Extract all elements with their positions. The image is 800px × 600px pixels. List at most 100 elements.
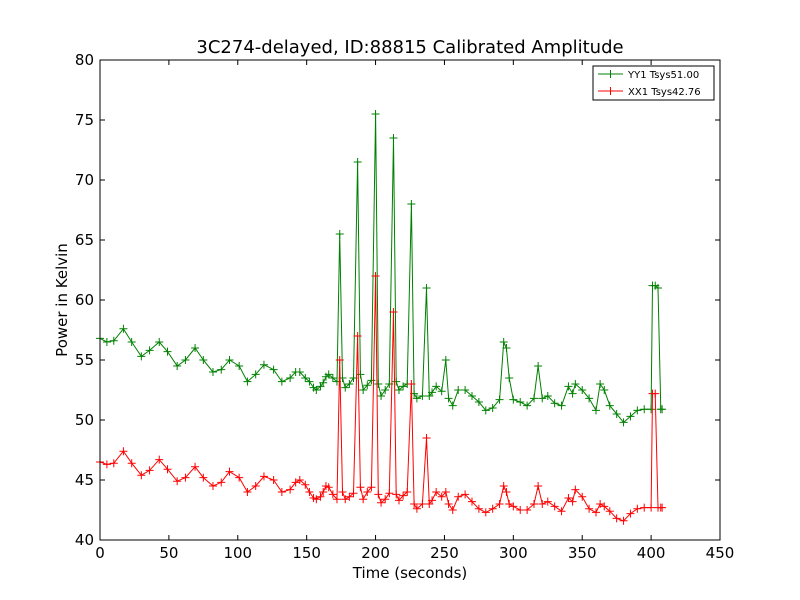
x-axis-label: Time (seconds) [352, 564, 468, 582]
data-point-yy1 [328, 374, 337, 382]
data-point-xx1 [389, 308, 398, 316]
data-point-xx1 [444, 500, 453, 508]
data-point-yy1 [269, 365, 278, 374]
data-point-yy1 [437, 387, 446, 396]
data-point-xx1 [155, 455, 164, 464]
data-point-xx1 [363, 488, 372, 496]
data-point-xx1 [571, 485, 580, 494]
x-tick-label: 350 [568, 544, 597, 562]
data-point-xx1 [394, 496, 403, 505]
data-point-yy1 [530, 394, 538, 403]
data-point-yy1 [543, 392, 552, 400]
data-point-yy1 [394, 386, 403, 394]
chart-title: 3C274-delayed, ID:88815 Calibrated Ampli… [196, 37, 623, 58]
data-point-xx1 [191, 462, 200, 471]
data-point-xx1 [349, 489, 358, 498]
data-point-xx1 [596, 500, 605, 508]
data-point-xx1 [481, 508, 490, 517]
data-point-yy1 [208, 368, 217, 376]
data-point-yy1 [155, 338, 164, 346]
data-point-yy1 [578, 386, 587, 394]
data-point-yy1 [474, 398, 483, 406]
data-point-xx1 [534, 482, 543, 490]
data-point-yy1 [454, 386, 463, 394]
data-point-xx1 [345, 492, 354, 501]
data-point-xx1 [403, 488, 412, 496]
data-point-xx1 [412, 504, 421, 513]
data-point-xx1 [605, 507, 614, 516]
data-point-xx1 [243, 488, 252, 496]
data-point-yy1 [225, 356, 234, 364]
data-point-yy1 [119, 324, 128, 333]
data-point-xx1 [341, 495, 350, 504]
data-point-xx1 [509, 502, 518, 511]
data-point-yy1 [550, 399, 559, 408]
data-point-yy1 [277, 377, 286, 386]
data-point-yy1 [428, 388, 437, 397]
data-point-xx1 [392, 490, 401, 499]
plot-layer [96, 110, 667, 525]
data-point-yy1 [286, 374, 295, 382]
data-point-yy1 [444, 394, 453, 403]
data-point-xx1 [619, 516, 628, 525]
data-point-xx1 [448, 506, 457, 514]
y-tick-label: 75 [75, 111, 94, 129]
data-point-xx1 [557, 507, 566, 516]
data-point-yy1 [335, 230, 344, 238]
y-tick-label: 40 [75, 531, 94, 549]
data-point-xx1 [374, 490, 383, 499]
data-point-xx1 [488, 504, 497, 513]
data-point-xx1 [324, 483, 333, 492]
data-point-xx1 [305, 488, 314, 496]
data-point-xx1 [109, 459, 118, 468]
data-point-xx1 [640, 503, 649, 512]
data-point-yy1 [305, 377, 314, 386]
data-point-yy1 [377, 392, 386, 400]
data-point-yy1 [422, 284, 431, 292]
legend-label-yy1: YY1 Tsys51.00 [627, 70, 699, 81]
data-point-xx1 [499, 482, 508, 490]
data-point-xx1 [437, 492, 446, 501]
y-tick-label: 60 [75, 291, 94, 309]
data-point-yy1 [301, 374, 310, 382]
data-point-xx1 [647, 503, 656, 512]
data-point-xx1 [600, 502, 609, 511]
data-point-yy1 [389, 134, 398, 142]
data-point-yy1 [191, 344, 200, 352]
data-point-yy1 [495, 395, 504, 404]
data-point-xx1 [505, 500, 514, 508]
data-point-yy1 [353, 158, 362, 166]
data-point-yy1 [488, 404, 497, 412]
x-tick-label: 200 [361, 544, 390, 562]
data-point-xx1 [651, 389, 660, 398]
data-point-xx1 [626, 509, 635, 518]
data-point-xx1 [495, 500, 504, 508]
data-point-yy1 [568, 389, 577, 398]
data-point-xx1 [312, 495, 321, 504]
ticks-layer: 0 50 100 150 200 250 300 350 400 450 40 45 50 55 60 65 7… [75, 51, 734, 562]
y-tick-label: 50 [75, 411, 94, 429]
data-point-yy1 [109, 336, 118, 345]
data-point-yy1 [145, 346, 154, 355]
data-point-xx1 [633, 504, 642, 513]
y-tick-label: 55 [75, 351, 94, 369]
data-point-xx1 [381, 495, 390, 504]
data-point-xx1 [578, 492, 587, 501]
data-point-yy1 [605, 401, 614, 410]
data-point-yy1 [432, 382, 441, 391]
data-point-yy1 [163, 347, 172, 356]
data-point-yy1 [243, 377, 252, 386]
data-point-yy1 [367, 376, 376, 385]
data-point-xx1 [468, 497, 476, 506]
data-point-xx1 [295, 476, 304, 484]
data-point-yy1 [359, 386, 368, 394]
data-point-yy1 [647, 405, 656, 414]
data-point-yy1 [374, 380, 383, 388]
data-point-yy1 [654, 284, 662, 292]
data-point-xx1 [359, 495, 368, 504]
data-point-yy1 [468, 392, 476, 400]
y-tick-label: 65 [75, 231, 94, 249]
data-point-xx1 [163, 465, 172, 474]
data-point-xx1 [550, 502, 559, 511]
data-point-yy1 [399, 382, 408, 391]
